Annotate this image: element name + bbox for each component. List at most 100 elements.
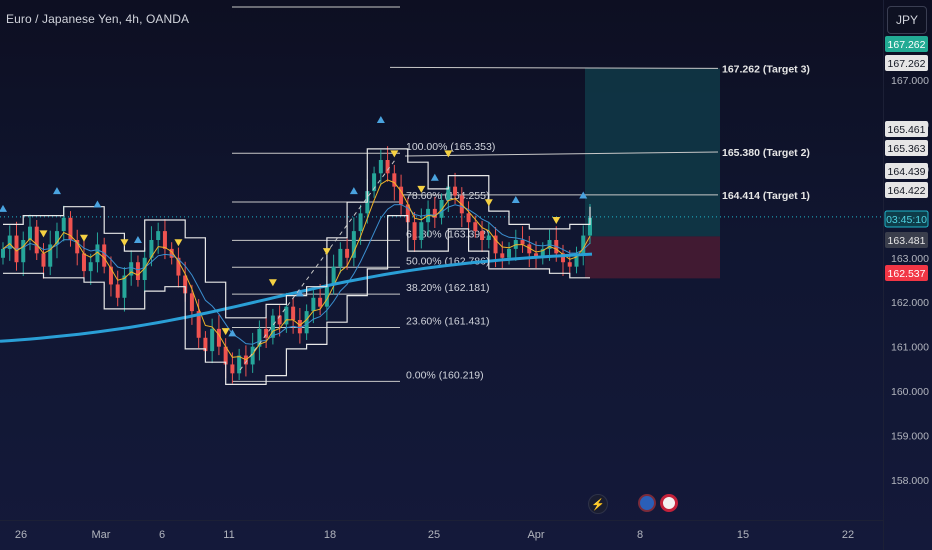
- candle-body: [331, 266, 336, 285]
- candle-body: [108, 266, 113, 285]
- candle-body: [210, 328, 215, 352]
- candle-body: [486, 235, 491, 240]
- candle-body: [446, 186, 451, 200]
- candle-body: [419, 222, 424, 240]
- signal-down-icon: [39, 230, 48, 238]
- candle-body: [324, 284, 329, 307]
- x-tick-label: Mar: [92, 529, 111, 541]
- signal-up-icon: [376, 116, 385, 123]
- price-tag-text: 167.262: [888, 39, 926, 51]
- lightning-icon[interactable]: ⚡: [588, 494, 608, 514]
- price-tag: 167.262: [885, 36, 928, 52]
- candle-body: [203, 337, 208, 352]
- candle-body: [216, 328, 221, 347]
- signal-down-icon: [120, 239, 129, 247]
- candle-body: [230, 364, 235, 374]
- price-tag: 163.481: [885, 232, 928, 248]
- candle-body: [567, 262, 572, 267]
- candle-body: [270, 315, 275, 338]
- candle-body: [1, 248, 5, 258]
- candle-body: [61, 217, 66, 232]
- box-high-line: [3, 148, 591, 319]
- fib-level-label: 38.20% (162.181): [406, 282, 489, 294]
- candle-body: [527, 244, 532, 254]
- candle-body: [432, 208, 437, 218]
- candle-body: [129, 262, 134, 276]
- candle-body: [41, 253, 46, 267]
- price-tag-text: 162.537: [888, 268, 926, 280]
- signal-down-icon: [390, 150, 399, 158]
- candle-body: [399, 186, 404, 205]
- price-axis-separator: [883, 0, 884, 550]
- price-tag: 165.461: [885, 121, 928, 137]
- price-tag-bg: [885, 55, 928, 71]
- candle-body: [358, 213, 363, 232]
- candle-body: [439, 200, 444, 218]
- signal-down-icon: [174, 239, 183, 247]
- currency-button[interactable]: JPY: [887, 6, 927, 34]
- candle-body: [534, 253, 539, 258]
- candle-body: [540, 248, 545, 258]
- price-tag-bg: [885, 163, 928, 179]
- signal-up-icon: [52, 187, 61, 195]
- target-label: 167.262 (Target 3): [722, 63, 810, 75]
- candle-body: [480, 231, 485, 240]
- candle-body: [183, 275, 188, 294]
- ma-long-line: [0, 252, 593, 343]
- x-tick-label: Apr: [527, 529, 544, 541]
- candle-body: [291, 306, 296, 320]
- price-tag-bg: [885, 140, 928, 156]
- price-tag: 164.439: [885, 163, 928, 179]
- candle-body: [392, 173, 397, 187]
- signal-up-icon: [511, 196, 520, 203]
- y-tick-label: 160.000: [891, 386, 929, 398]
- candle-body: [311, 297, 316, 312]
- candle-body: [7, 235, 12, 249]
- price-tag-bg: [885, 265, 928, 281]
- candle-body: [453, 186, 458, 196]
- globe-icon[interactable]: [638, 494, 656, 512]
- candle-body: [162, 231, 167, 249]
- stop-zone: [585, 236, 720, 279]
- signal-down-icon: [322, 248, 331, 256]
- candle-body: [581, 235, 586, 254]
- candle-body: [95, 244, 100, 263]
- price-tag: 162.537: [885, 265, 928, 281]
- price-tag-text: 163.481: [888, 235, 926, 247]
- ema-fast-line: [2, 179, 591, 361]
- signal-up-icon: [93, 200, 102, 208]
- candle-body: [304, 311, 309, 334]
- candle-body: [115, 284, 120, 298]
- ma-mid-line: [2, 204, 591, 345]
- candle-body: [54, 231, 59, 245]
- price-tag-bg: [884, 210, 929, 228]
- price-tag-bg: [885, 232, 928, 248]
- price-tag-text: 164.439: [888, 166, 926, 178]
- x-tick-label: 18: [324, 529, 336, 541]
- candle-body: [237, 355, 242, 374]
- price-tag-bg: [885, 182, 928, 198]
- x-tick-label: 8: [637, 529, 643, 541]
- y-tick-label: 159.000: [891, 431, 929, 443]
- price-tag-text: 165.461: [888, 124, 926, 136]
- record-icon[interactable]: [660, 494, 678, 512]
- signal-down-icon: [79, 234, 88, 242]
- candle-body: [102, 244, 107, 267]
- candle-body: [284, 306, 289, 325]
- candle-body: [257, 328, 262, 347]
- price-tag-bg: [885, 121, 928, 137]
- candle-body: [176, 257, 181, 276]
- y-tick-label: 158.000: [891, 475, 929, 487]
- price-tag-text: 164.422: [888, 185, 926, 197]
- price-tag: 167.262: [885, 55, 928, 71]
- price-tag-text: 167.262: [888, 58, 926, 70]
- price-tag-bg: [885, 36, 928, 52]
- price-tag: 165.363: [885, 140, 928, 156]
- x-tick-label: 22: [842, 529, 854, 541]
- symbol-title: Euro / Japanese Yen, 4h, OANDA: [6, 12, 190, 26]
- signal-down-icon: [221, 328, 230, 336]
- candle-body: [88, 262, 93, 272]
- fib-level-label: 100.00% (165.353): [406, 141, 495, 153]
